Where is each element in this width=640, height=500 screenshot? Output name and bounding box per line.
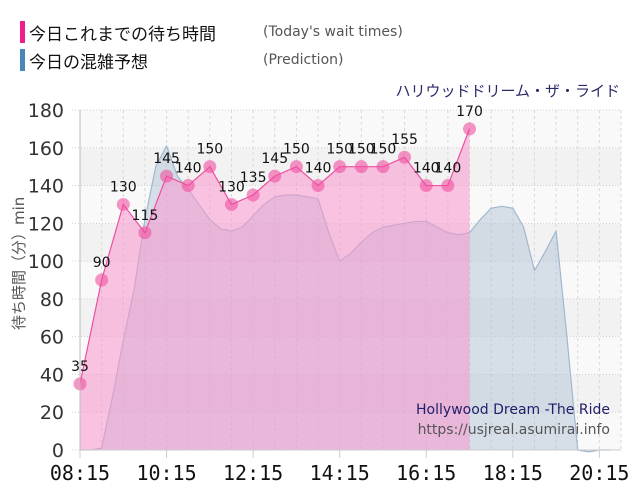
svg-text:180: 180 <box>28 100 64 122</box>
data-point <box>224 197 238 211</box>
svg-text:20: 20 <box>40 402 64 424</box>
data-point <box>138 226 152 240</box>
svg-text:18:15: 18:15 <box>483 461 543 485</box>
svg-text:135: 135 <box>240 170 267 186</box>
legend-item-actual: 今日これまでの待ち時間 (Today's wait times) <box>20 21 403 45</box>
watermark-site: https://usjreal.asumirai.info <box>417 422 610 438</box>
svg-text:150: 150 <box>326 142 353 158</box>
svg-text:08:15: 08:15 <box>50 461 110 485</box>
svg-text:90: 90 <box>93 255 111 271</box>
svg-text:120: 120 <box>28 213 64 235</box>
data-point <box>160 169 174 183</box>
legend-label-ja: 今日の混雑予想 <box>29 52 148 73</box>
svg-text:115: 115 <box>132 208 159 224</box>
prediction-color-swatch <box>20 49 25 71</box>
data-point <box>203 160 217 174</box>
svg-text:10:15: 10:15 <box>136 461 196 485</box>
svg-text:140: 140 <box>413 161 440 177</box>
data-point <box>181 179 195 193</box>
legend-label-en: (Prediction) <box>263 52 344 68</box>
svg-text:12:15: 12:15 <box>223 461 283 485</box>
data-point <box>463 122 477 136</box>
data-point <box>246 188 260 202</box>
data-point <box>268 169 282 183</box>
svg-text:145: 145 <box>261 151 288 167</box>
data-point <box>376 160 390 174</box>
svg-text:80: 80 <box>40 289 64 311</box>
svg-text:140: 140 <box>305 161 332 177</box>
data-point <box>398 150 412 164</box>
svg-text:130: 130 <box>110 179 137 195</box>
data-point <box>419 179 433 193</box>
svg-text:140: 140 <box>175 161 202 177</box>
svg-text:130: 130 <box>218 179 245 195</box>
svg-text:14:15: 14:15 <box>310 461 370 485</box>
legend-item-prediction: 今日の混雑予想 (Prediction) <box>20 49 344 73</box>
data-point <box>116 197 130 211</box>
data-point <box>95 273 109 287</box>
svg-text:140: 140 <box>435 161 462 177</box>
actual-series <box>73 122 477 450</box>
svg-text:140: 140 <box>28 176 64 198</box>
axes: 0 20 40 60 80 100 120 140 160 180 08:15 10:15 12:15 1… <box>10 100 629 485</box>
data-point <box>333 160 347 174</box>
svg-text:16:15: 16:15 <box>396 461 456 485</box>
svg-text:150: 150 <box>348 142 375 158</box>
watermark-ride-name: Hollywood Dream -The Ride <box>416 402 610 418</box>
data-point <box>354 160 368 174</box>
svg-text:0: 0 <box>52 440 64 462</box>
svg-text:100: 100 <box>28 251 64 273</box>
svg-text:150: 150 <box>283 142 310 158</box>
svg-text:20:15: 20:15 <box>569 461 629 485</box>
data-labels: 3590130115145140150130135145150140150150… <box>71 104 483 375</box>
svg-text:160: 160 <box>28 138 64 160</box>
svg-text:40: 40 <box>40 364 64 386</box>
svg-text:待ち時間（分）min: 待ち時間（分）min <box>10 197 28 330</box>
svg-text:145: 145 <box>153 151 180 167</box>
svg-text:150: 150 <box>196 142 223 158</box>
legend-label-en: (Today's wait times) <box>263 24 403 40</box>
svg-text:60: 60 <box>40 327 64 349</box>
data-point <box>311 179 325 193</box>
svg-text:35: 35 <box>71 359 89 375</box>
data-point <box>289 160 303 174</box>
svg-text:150: 150 <box>370 142 397 158</box>
data-point <box>441 179 455 193</box>
svg-text:170: 170 <box>456 104 483 120</box>
svg-text:155: 155 <box>391 132 418 148</box>
actual-color-swatch <box>20 21 25 43</box>
legend-label-ja: 今日これまでの待ち時間 <box>29 24 216 45</box>
ride-name-japanese: ハリウッドドリーム・ザ・ライド <box>395 82 620 100</box>
